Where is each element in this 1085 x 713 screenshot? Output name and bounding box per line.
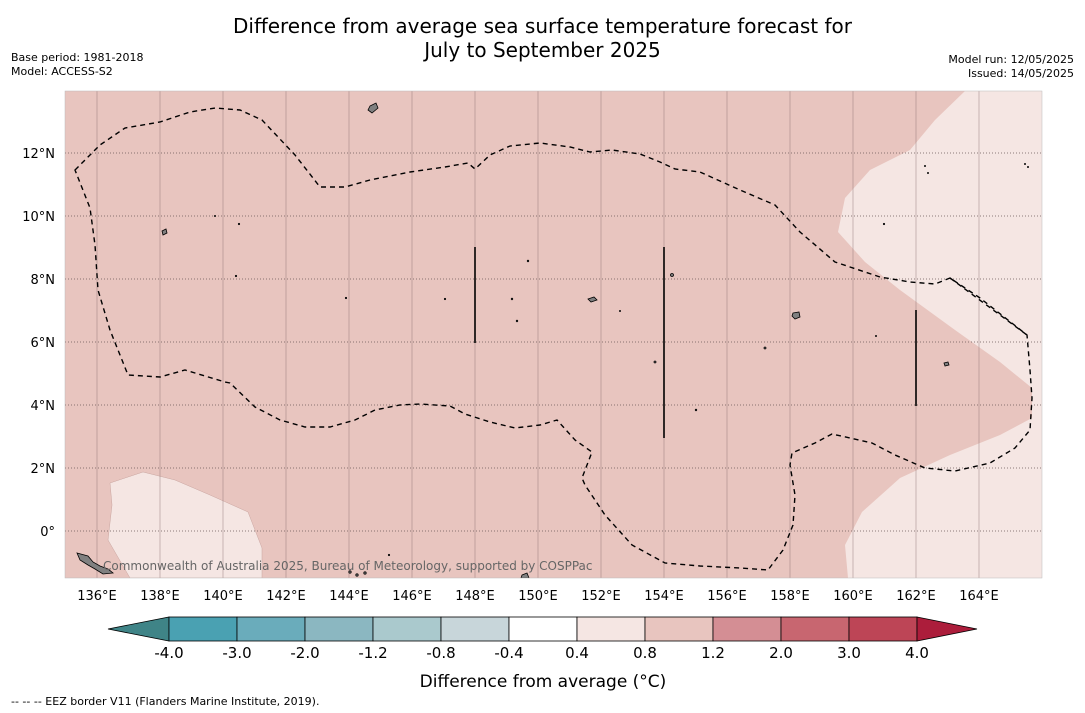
island-chuuk <box>587 296 598 303</box>
lon-label-156: 156°E <box>707 589 747 604</box>
lat-label-2n: 2°N <box>31 462 56 477</box>
map-frame <box>64 90 1043 579</box>
model-run: Model run: 12/05/2025 <box>948 53 1074 66</box>
lon-label-136: 136°E <box>77 589 117 604</box>
island-yap <box>161 228 168 236</box>
colorbar-tick: -0.8 <box>426 644 455 662</box>
map-panel: Commonwealth of Australia 2025, Bureau o… <box>65 91 1042 578</box>
state-boundaries <box>474 247 917 438</box>
island-bottom <box>520 572 530 578</box>
lon-label-152: 152°E <box>581 589 621 604</box>
colorbar-tick: 3.0 <box>837 644 861 662</box>
title-line-1: Difference from average sea surface temp… <box>232 14 852 38</box>
anomaly-region-southwest <box>107 471 263 578</box>
islands <box>76 102 1030 578</box>
issued-date: Issued: 14/05/2025 <box>967 67 1074 80</box>
colorbar-tick: 2.0 <box>769 644 793 662</box>
colorbar-bin-8 <box>644 616 714 642</box>
lon-label-140: 140°E <box>203 589 243 604</box>
colorbar-tick: -2.0 <box>290 644 319 662</box>
island-pohnpei <box>791 311 801 320</box>
colorbar-bin-3 <box>304 616 374 642</box>
colorbar-tick: 0.8 <box>633 644 657 662</box>
colorbar-label: Difference from average (°C) <box>420 672 667 692</box>
lon-label-144: 144°E <box>329 589 369 604</box>
colorbar-extend-high <box>916 616 978 642</box>
colorbar-bin-7 <box>576 616 646 642</box>
colorbar-tick: 1.2 <box>701 644 725 662</box>
lon-label-142: 142°E <box>266 589 306 604</box>
colorbar-bin-4 <box>372 616 442 642</box>
colorbar-bin-5 <box>440 616 510 642</box>
island-kosrae <box>943 361 950 367</box>
colorbar-bin-10 <box>780 616 850 642</box>
lat-label-6n: 6°N <box>31 336 56 351</box>
colorbar-tick: 4.0 <box>905 644 929 662</box>
lat-label-0: 0° <box>40 525 55 540</box>
lat-label-4n: 4°N <box>31 399 56 414</box>
lon-label-162: 162°E <box>896 589 936 604</box>
map-title: Difference from average sea surface temp… <box>0 14 1085 62</box>
colorbar-tick: -4.0 <box>154 644 183 662</box>
lon-label-158: 158°E <box>770 589 810 604</box>
model-name: Model: ACCESS-S2 <box>11 65 113 78</box>
eez-border-east <box>949 277 1028 336</box>
lon-labels: 136°E 138°E 140°E 142°E 144°E 146°E 148°… <box>77 589 999 604</box>
graticule-lat <box>65 152 1042 532</box>
lon-label-146: 146°E <box>392 589 432 604</box>
colorbar-bin-9 <box>712 616 782 642</box>
lat-label-8n: 8°N <box>31 273 56 288</box>
lon-label-148: 148°E <box>455 589 495 604</box>
lat-label-10n: 10°N <box>22 210 55 225</box>
anomaly-region-east <box>838 91 1042 578</box>
meta-left: Base period: 1981-2018 Model: ACCESS-S2 <box>11 51 143 79</box>
lat-label-12n: 12°N <box>22 147 55 162</box>
base-period: Base period: 1981-2018 <box>11 51 144 64</box>
island-guam-region <box>76 552 115 575</box>
colorbar-bin-11 <box>848 616 918 642</box>
attribution-text: Commonwealth of Australia 2025, Bureau o… <box>103 559 593 573</box>
lon-label-150: 150°E <box>518 589 558 604</box>
colorbar-bin-2 <box>236 616 306 642</box>
title-line-2: July to September 2025 <box>424 38 661 62</box>
colorbar-tick: -1.2 <box>358 644 387 662</box>
lon-label-154: 154°E <box>644 589 684 604</box>
graticule <box>96 91 980 578</box>
colorbar-extend-low <box>107 616 170 642</box>
colorbar: -4.0 -3.0 -2.0 -1.2 -0.8 -0.4 0.4 0.8 1.… <box>107 616 978 692</box>
lon-label-160: 160°E <box>833 589 873 604</box>
colorbar-tick: 0.4 <box>565 644 589 662</box>
colorbar-bin-6 <box>508 616 578 642</box>
lat-labels: 12°N 10°N 8°N 6°N 4°N 2°N 0° <box>22 147 55 540</box>
island-north <box>367 102 379 114</box>
lon-label-138: 138°E <box>140 589 180 604</box>
meta-right: Model run: 12/05/2025 Issued: 14/05/2025 <box>948 53 1074 81</box>
colorbar-tick: -0.4 <box>494 644 523 662</box>
colorbar-tick: -3.0 <box>222 644 251 662</box>
footnote: -- -- -- EEZ border V11 (Flanders Marine… <box>11 695 320 708</box>
colorbar-bin-1 <box>168 616 238 642</box>
lon-label-164: 164°E <box>959 589 999 604</box>
